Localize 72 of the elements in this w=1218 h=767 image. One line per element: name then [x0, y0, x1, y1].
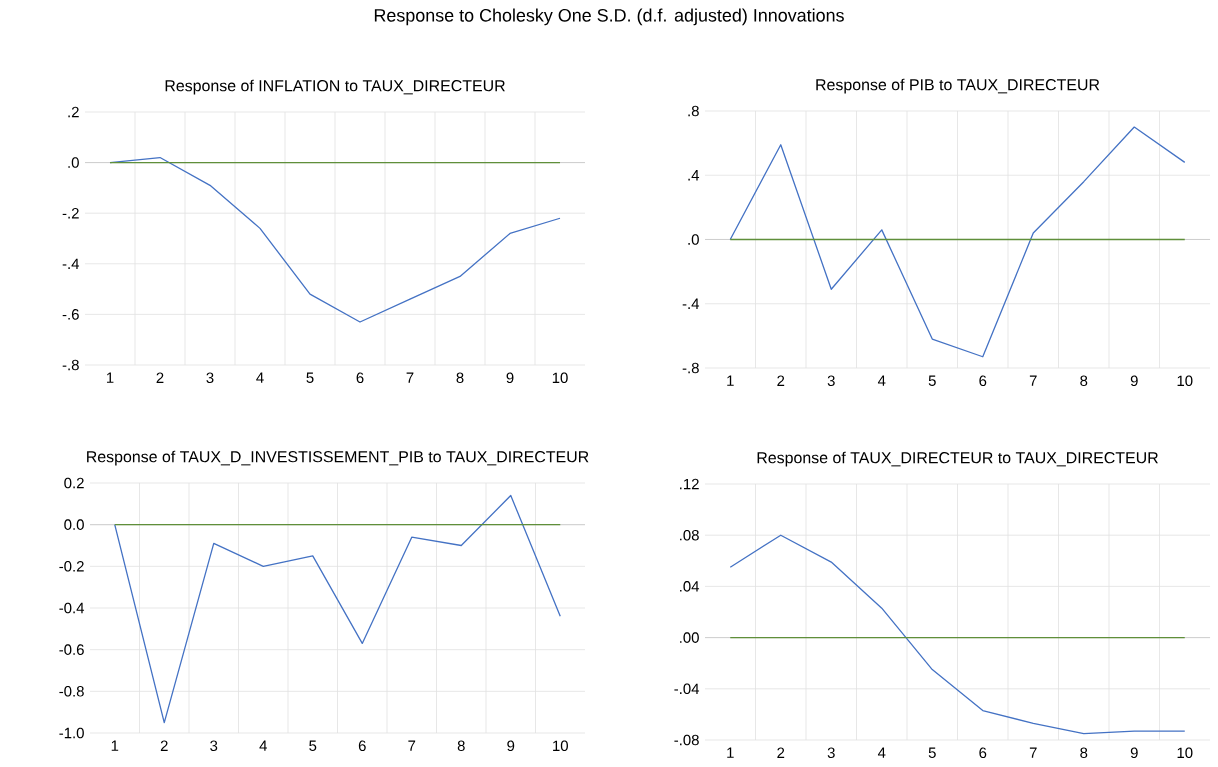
y-tick-label: .8: [688, 105, 699, 117]
x-tick-label: 10: [1177, 375, 1193, 387]
y-tick-label: -.8: [682, 362, 699, 374]
x-tick-label: 9: [1130, 375, 1138, 387]
y-tick-label: .4: [688, 170, 700, 181]
x-tick-label: 10: [553, 740, 568, 752]
x-tick-label: 6: [356, 372, 364, 384]
x-tick-label: 7: [406, 372, 414, 383]
x-tick-label: 9: [506, 372, 514, 384]
line-series: [729, 534, 1186, 735]
y-tick-label: -.08: [674, 734, 699, 746]
x-tick-label: 9: [507, 740, 515, 752]
x-tick-label: 2: [777, 747, 785, 758]
x-tick-label: 8: [456, 372, 464, 384]
y-tick-label: 0.0: [64, 519, 84, 530]
y-tick-label: -0.8: [59, 686, 84, 697]
y-tick-label: .00: [680, 632, 699, 643]
x-tick-label: 2: [160, 740, 168, 751]
x-tick-label: 1: [106, 372, 114, 383]
x-tick-label: 6: [358, 740, 366, 752]
x-tick-label: 3: [827, 375, 835, 387]
y-tick-label: -.04: [674, 683, 700, 695]
y-tick-label: -0.4: [59, 602, 85, 614]
y-tick-label: .0: [68, 157, 79, 168]
x-tick-label: 3: [827, 747, 835, 759]
y-tick-label: -.4: [62, 258, 80, 269]
y-tick-label: -.8: [62, 359, 79, 371]
y-tick-label: .0: [688, 234, 699, 245]
chart-title: Response of PIB to TAUX_DIRECTEUR: [816, 78, 1100, 94]
chart-title: Response of INFLATION to TAUX_DIRECTEUR: [165, 79, 505, 95]
x-tick-label: 9: [1130, 747, 1138, 759]
x-tick-label: 10: [552, 372, 568, 384]
x-tick-label: 7: [408, 740, 416, 751]
x-tick-label: 8: [1080, 747, 1088, 759]
x-tick-label: 5: [309, 740, 317, 751]
line-series: [114, 494, 561, 724]
chart-title: Response of TAUX_DIRECTEUR to TAUX_DIRECTEUR: [757, 451, 1158, 467]
chart-title: Response of TAUX_D_INVESTISSEMENT_PIB to TAUX_DIRECTEUR: [87, 450, 589, 466]
y-tick-label: -1.0: [59, 727, 84, 739]
y-tick-label: .2: [68, 106, 79, 118]
x-tick-label: 2: [156, 372, 164, 383]
x-tick-label: 4: [259, 740, 267, 751]
y-tick-label: -.4: [682, 298, 700, 309]
y-tick-label: .04: [680, 581, 700, 592]
y-tick-label: 0.2: [64, 477, 84, 489]
line-series: [729, 126, 1186, 358]
x-tick-label: 4: [256, 372, 264, 383]
x-tick-label: 4: [877, 375, 886, 386]
x-tick-label: 5: [928, 375, 936, 386]
y-tick-label: -0.6: [59, 644, 84, 655]
y-tick-label: -.6: [62, 309, 79, 320]
x-tick-label: 1: [111, 740, 119, 751]
x-tick-label: 3: [210, 740, 218, 752]
x-tick-label: 6: [979, 747, 987, 759]
y-tick-label: -.2: [62, 207, 79, 219]
x-tick-label: 10: [1177, 747, 1193, 759]
x-tick-label: 2: [777, 375, 785, 386]
y-tick-label: -0.2: [59, 561, 84, 572]
y-tick-label: .12: [680, 478, 699, 490]
x-tick-label: 5: [928, 747, 936, 758]
y-tick-label: .08: [680, 529, 699, 541]
x-tick-label: 7: [1029, 375, 1037, 386]
x-tick-label: 8: [457, 740, 465, 752]
x-tick-label: 1: [727, 747, 734, 758]
x-tick-label: 4: [877, 747, 886, 758]
x-tick-label: 7: [1029, 747, 1037, 758]
x-tick-label: 3: [206, 372, 214, 384]
x-tick-label: 8: [1080, 375, 1088, 387]
x-tick-label: 5: [306, 372, 314, 383]
x-tick-label: 6: [979, 375, 987, 387]
text: Response to Cholesky One S.D. (d.f. adjusted) Innovations: [374, 8, 844, 26]
x-tick-label: 1: [727, 375, 734, 386]
